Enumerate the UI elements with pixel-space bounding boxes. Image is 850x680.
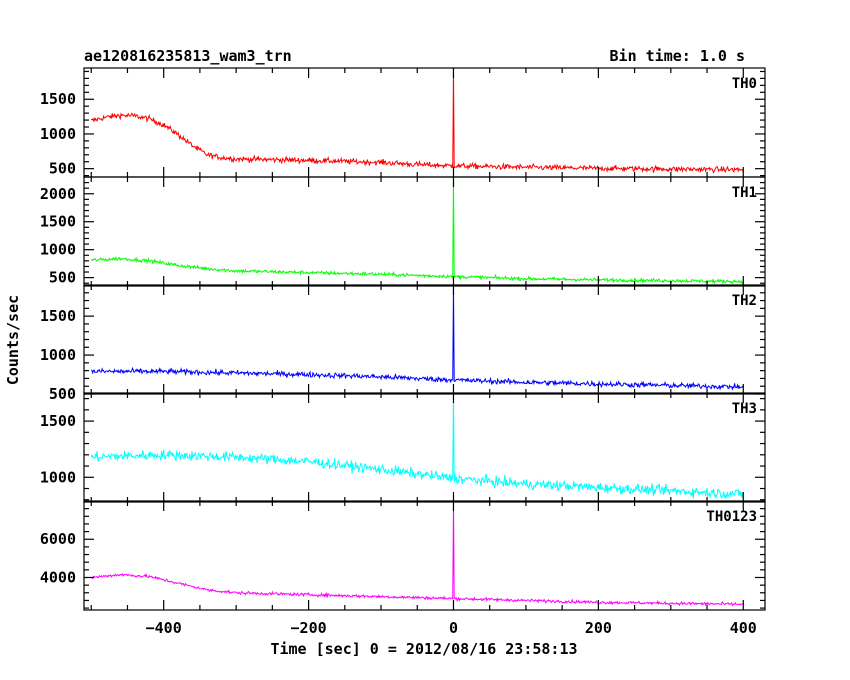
series-th3-line [90,393,744,500]
panel-label-th0: TH0 [732,76,757,92]
panel-frame [83,284,766,395]
x-tick-label: 400 [730,619,757,637]
y-tick-label: 500 [49,269,76,287]
panel-frame [83,392,766,503]
x-axis: −400 −200 0 200 400 [146,619,757,637]
y-tick-label: 1000 [40,125,76,143]
panel-th1: 500 1000 1500 2000 TH1 [40,176,766,287]
x-axis-label: Time [sec] 0 = 2012/08/16 23:58:13 [270,640,577,658]
panel-label-th3: TH3 [732,401,757,417]
panel-th0: 500 1000 1500 TH0 [40,67,766,178]
panel-frame [83,500,766,611]
panel-label-th2: TH2 [732,293,757,309]
x-tick-label: 200 [585,619,612,637]
panel-frame [83,176,766,287]
x-tick-label: −200 [291,619,327,637]
y-tick-label: 500 [49,385,76,403]
y-tick-label: 1500 [40,307,76,325]
y-tick-label: 500 [49,160,76,178]
panel-frame [83,67,766,178]
y-axis-label: Counts/sec [4,295,22,385]
panel-th2: 500 1000 1500 TH2 [40,284,766,403]
y-tick-label: 4000 [40,568,76,586]
y-tick-label: 1500 [40,213,76,231]
bin-time-label: Bin time: 1.0 s [610,47,745,65]
series-th2-line [91,285,744,391]
x-tick-label: −400 [146,619,182,637]
x-tick-label: 0 [449,619,458,637]
y-tick-label: 1000 [40,241,76,259]
y-tick-label: 6000 [40,530,76,548]
panel-th3: 1000 1500 TH3 [40,392,766,503]
chart-title: ae120816235813_wam3_trn [84,47,292,65]
y-tick-label: 1500 [40,90,76,108]
series-th0-line [91,68,744,174]
panel-th0123: 4000 6000 TH0123 [40,500,766,611]
panel-label-th0123: TH0123 [706,509,757,525]
series-th0123-line [90,501,744,607]
panel-label-th1: TH1 [732,185,757,201]
y-tick-label: 1500 [40,412,76,430]
y-tick-label: 1000 [40,468,76,486]
y-tick-label: 1000 [40,346,76,364]
series-th1-line [90,177,744,285]
y-tick-label: 2000 [40,185,76,203]
